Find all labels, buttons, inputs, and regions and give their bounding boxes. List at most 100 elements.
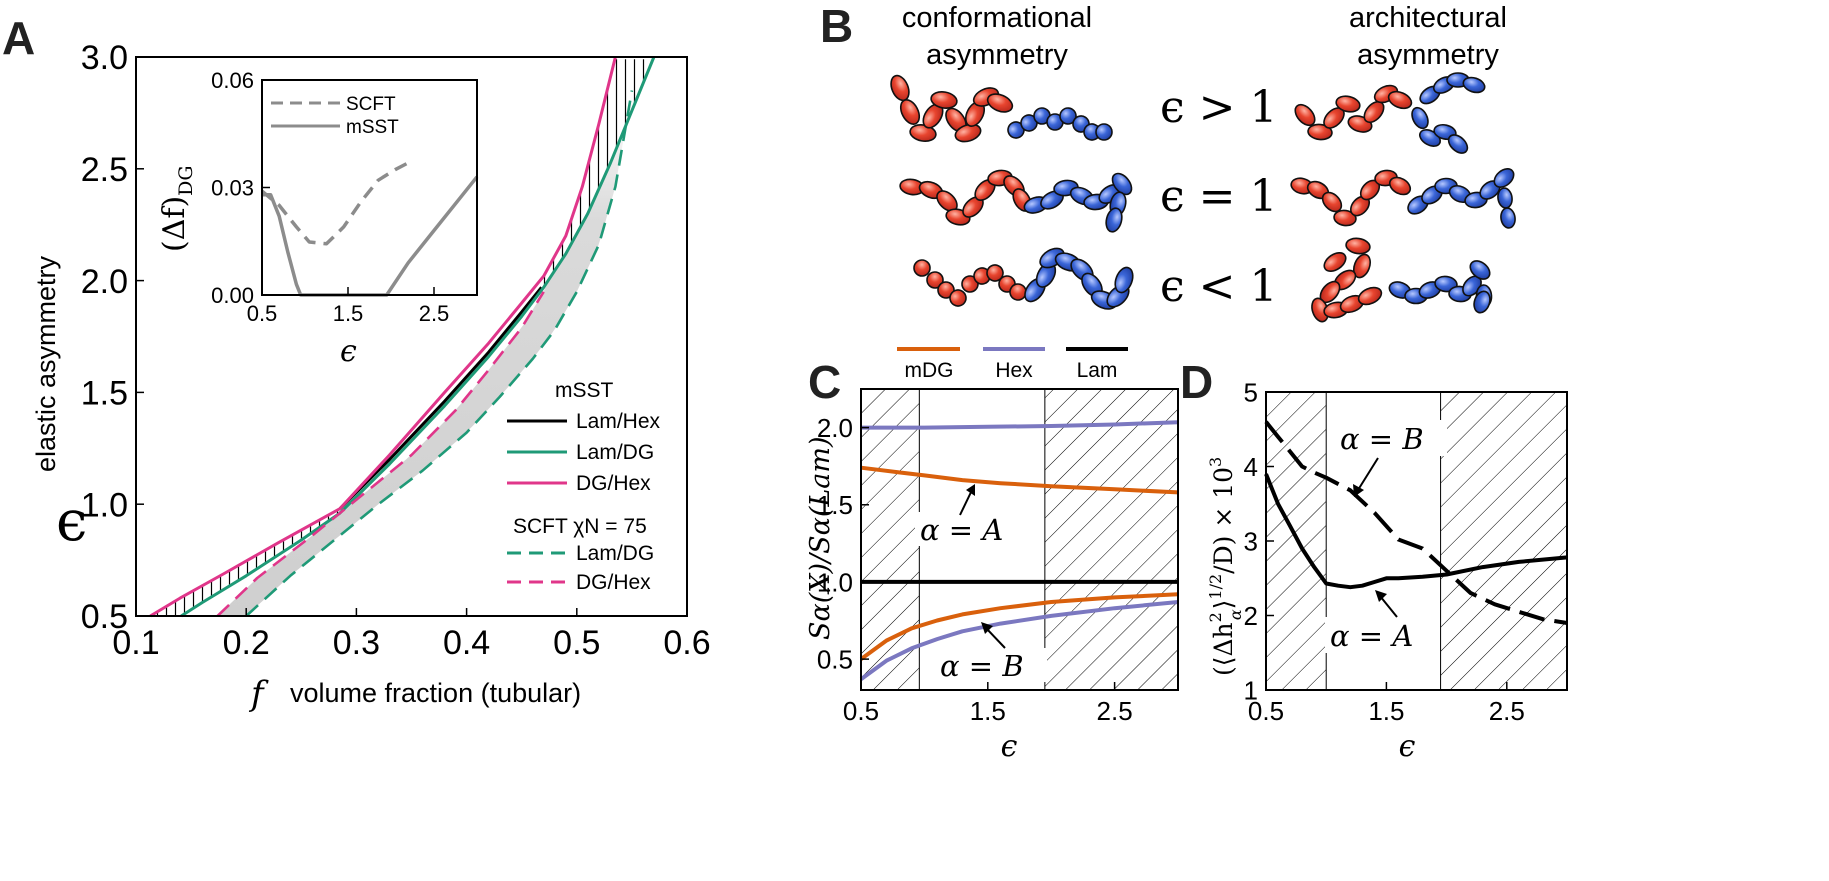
- blue-bead-30: [1411, 106, 1429, 130]
- x-tick-label-0-5: 0.5: [553, 624, 600, 662]
- red-bead-88: [1345, 237, 1371, 255]
- inset-y-ticks: 0.00 0.03 0.06: [211, 68, 270, 308]
- y-tick-label-4: 4: [1244, 452, 1258, 482]
- legend-title-scft: SCFT χN = 75: [513, 515, 647, 538]
- x-tick-label-0-5: 0.5: [247, 301, 278, 326]
- hatched-range-1: [1044, 389, 1178, 690]
- red-bead-9: [986, 93, 1014, 113]
- annotation-arrowhead-c-a: [966, 484, 975, 496]
- panel-d-x-ticks: 0.5 1.5 2.5: [1248, 682, 1525, 726]
- panel-d-ylabel-sup2: 1/2: [1206, 574, 1225, 600]
- panel-c-y-ticks: 0.5 1.0 1.5 2.0: [817, 413, 869, 674]
- y-tick-label-2-5: 2.5: [81, 151, 128, 189]
- red-bead-55: [1333, 209, 1357, 227]
- annotation-bg-d-b: [1335, 420, 1447, 456]
- red-bead-75: [986, 264, 1004, 282]
- y-tick-label-1-0: 1.0: [817, 567, 853, 597]
- panel-d-ylabel-pre: (⟨Δh: [1209, 622, 1238, 676]
- panel-a-x-ticks: 0.1 0.2 0.3 0.4 0.5 0.6: [112, 608, 711, 662]
- hatched-range-1: [1440, 392, 1567, 690]
- panel-c-frame: [860, 388, 1179, 691]
- panel-a-chart: 0.1 0.2 0.3 0.4 0.5 0.6 0.51.01.52.02.53.0 f …: [31, 39, 711, 714]
- blue-bead-14: [1059, 107, 1077, 125]
- panel-d-ylabel-sub: α: [1226, 609, 1245, 620]
- legend-label-dg-hex: DG/Hex: [576, 472, 651, 495]
- blue-bead-99: [1434, 275, 1458, 293]
- series-mdg-a: [860, 465, 1179, 495]
- red-bead-19: [1307, 123, 1333, 141]
- blue-bead-102: [1469, 260, 1491, 280]
- panel-a-legend: mSST Lam/Hex Lam/DG DG/Hex SCFT χN = 75 …: [507, 379, 661, 594]
- x-tick-label-0-4: 0.4: [443, 624, 490, 662]
- series-hex-a: [861, 420, 1179, 430]
- legend-title-msst: mSST: [555, 379, 614, 402]
- panel-c-x-ticks: 0.5 1.5 2.5: [843, 682, 1133, 726]
- blue-bead-86: [1114, 266, 1134, 294]
- panel-d-ylabel-sup3: 3: [1206, 457, 1225, 467]
- red-bead-69: [913, 259, 931, 277]
- annotation-d-alpha-b: α = B: [1340, 422, 1424, 456]
- y-tick-label-1-0: 1.0: [81, 486, 128, 524]
- red-bead-72: [949, 289, 967, 307]
- panel-c-series: [859, 420, 1179, 681]
- panel-a-y-ticks: 0.5 1.0 1.5 2.0 2.5 3.0: [81, 39, 144, 636]
- inset-xlabel: ϵ: [340, 334, 357, 369]
- x-tick-label-0-2: 0.2: [223, 624, 270, 662]
- red-bead-1: [899, 99, 921, 125]
- panel-d-series: [1264, 420, 1568, 625]
- annotation-arrowhead-d-a: [1375, 590, 1387, 602]
- series-scft-lam-dg: [245, 90, 634, 617]
- x-tick-label-0-3: 0.3: [333, 624, 380, 662]
- y-tick-label-1-5: 1.5: [817, 490, 853, 520]
- series-scft-dg-hex: [216, 291, 545, 617]
- blue-bead-17: [1095, 123, 1113, 141]
- series-msst-lam-hex: [338, 286, 543, 510]
- inset-ylabel-sub: DG: [175, 165, 197, 195]
- y-tick-label-5: 5: [1244, 377, 1258, 407]
- x-tick-label-0-5: 0.5: [843, 696, 879, 726]
- blue-bead-29: [1462, 76, 1486, 94]
- legend-label-hex: Hex: [995, 359, 1033, 382]
- y-tick-label-0-03: 0.03: [211, 175, 254, 200]
- panel-c-ylabel: Sα(X)/Sα(Lam): [805, 436, 836, 640]
- inset-legend-label-msst: mSST: [346, 117, 399, 138]
- series-mdg-b: [859, 592, 1179, 661]
- panel-b-left-heading-1: conformational: [902, 2, 1092, 34]
- x-tick-label-0-6: 0.6: [663, 624, 710, 662]
- annotation-arrow-d-b: [1357, 457, 1379, 491]
- red-bead-59: [1388, 176, 1412, 196]
- panel-b-diagram: conformational asymmetry architectural a…: [890, 2, 1516, 323]
- x-tick-label-2-5: 2.5: [1097, 696, 1133, 726]
- annotation-arrow-d-a: [1379, 595, 1398, 618]
- panel-b-row-label-eq: ϵ = 1: [1160, 171, 1277, 222]
- panel-a-ylabel: elastic asymmetry: [31, 255, 61, 472]
- blue-bead-51: [1105, 207, 1123, 233]
- panel-d-chart: 0.5 1.5 2.5 1 2 3 4 5 ϵ (⟨Δh2α⟩1/2/D) × 103 α …: [1206, 377, 1568, 764]
- blue-bead-67: [1497, 187, 1513, 209]
- red-bead-54: [1321, 191, 1343, 213]
- series-a: [1264, 473, 1568, 590]
- panel-letter-d: D: [1180, 356, 1213, 408]
- panel-d-ylabel-post: /D) × 10: [1209, 467, 1238, 574]
- red-bead-21: [1335, 95, 1361, 113]
- red-bead-18: [1294, 103, 1316, 127]
- y-tick-label-0-5: 0.5: [81, 598, 128, 636]
- panel-a-series: [149, 56, 656, 618]
- red-bead-87: [1323, 251, 1347, 273]
- x-tick-label-2-5: 2.5: [419, 301, 450, 326]
- red-bead-95: [1357, 286, 1383, 306]
- annotation-arrowhead-d-b: [1353, 484, 1364, 497]
- x-tick-label-0-5: 0.5: [1248, 696, 1284, 726]
- inset-background: [262, 80, 477, 295]
- panel-d-y-ticks: 1 2 3 4 5: [1244, 377, 1274, 705]
- series-msst-lam-dg: [180, 56, 656, 618]
- panel-d-ylabel-sup: 2: [1206, 612, 1225, 622]
- panel-b-row-label-lt: ϵ < 1: [1160, 261, 1277, 312]
- panel-c-chart: 0.5 1.5 2.5 0.5 1.0 1.5 2.0 ϵ Sα(X)/Sα(Lam) m…: [805, 347, 1179, 764]
- x-tick-label-0-1: 0.1: [112, 624, 159, 662]
- panel-b-left-heading-2: asymmetry: [926, 39, 1068, 71]
- y-tick-label-0-5: 0.5: [817, 644, 853, 674]
- x-tick-label-1-5: 1.5: [333, 301, 364, 326]
- series-hex-b: [859, 600, 1179, 681]
